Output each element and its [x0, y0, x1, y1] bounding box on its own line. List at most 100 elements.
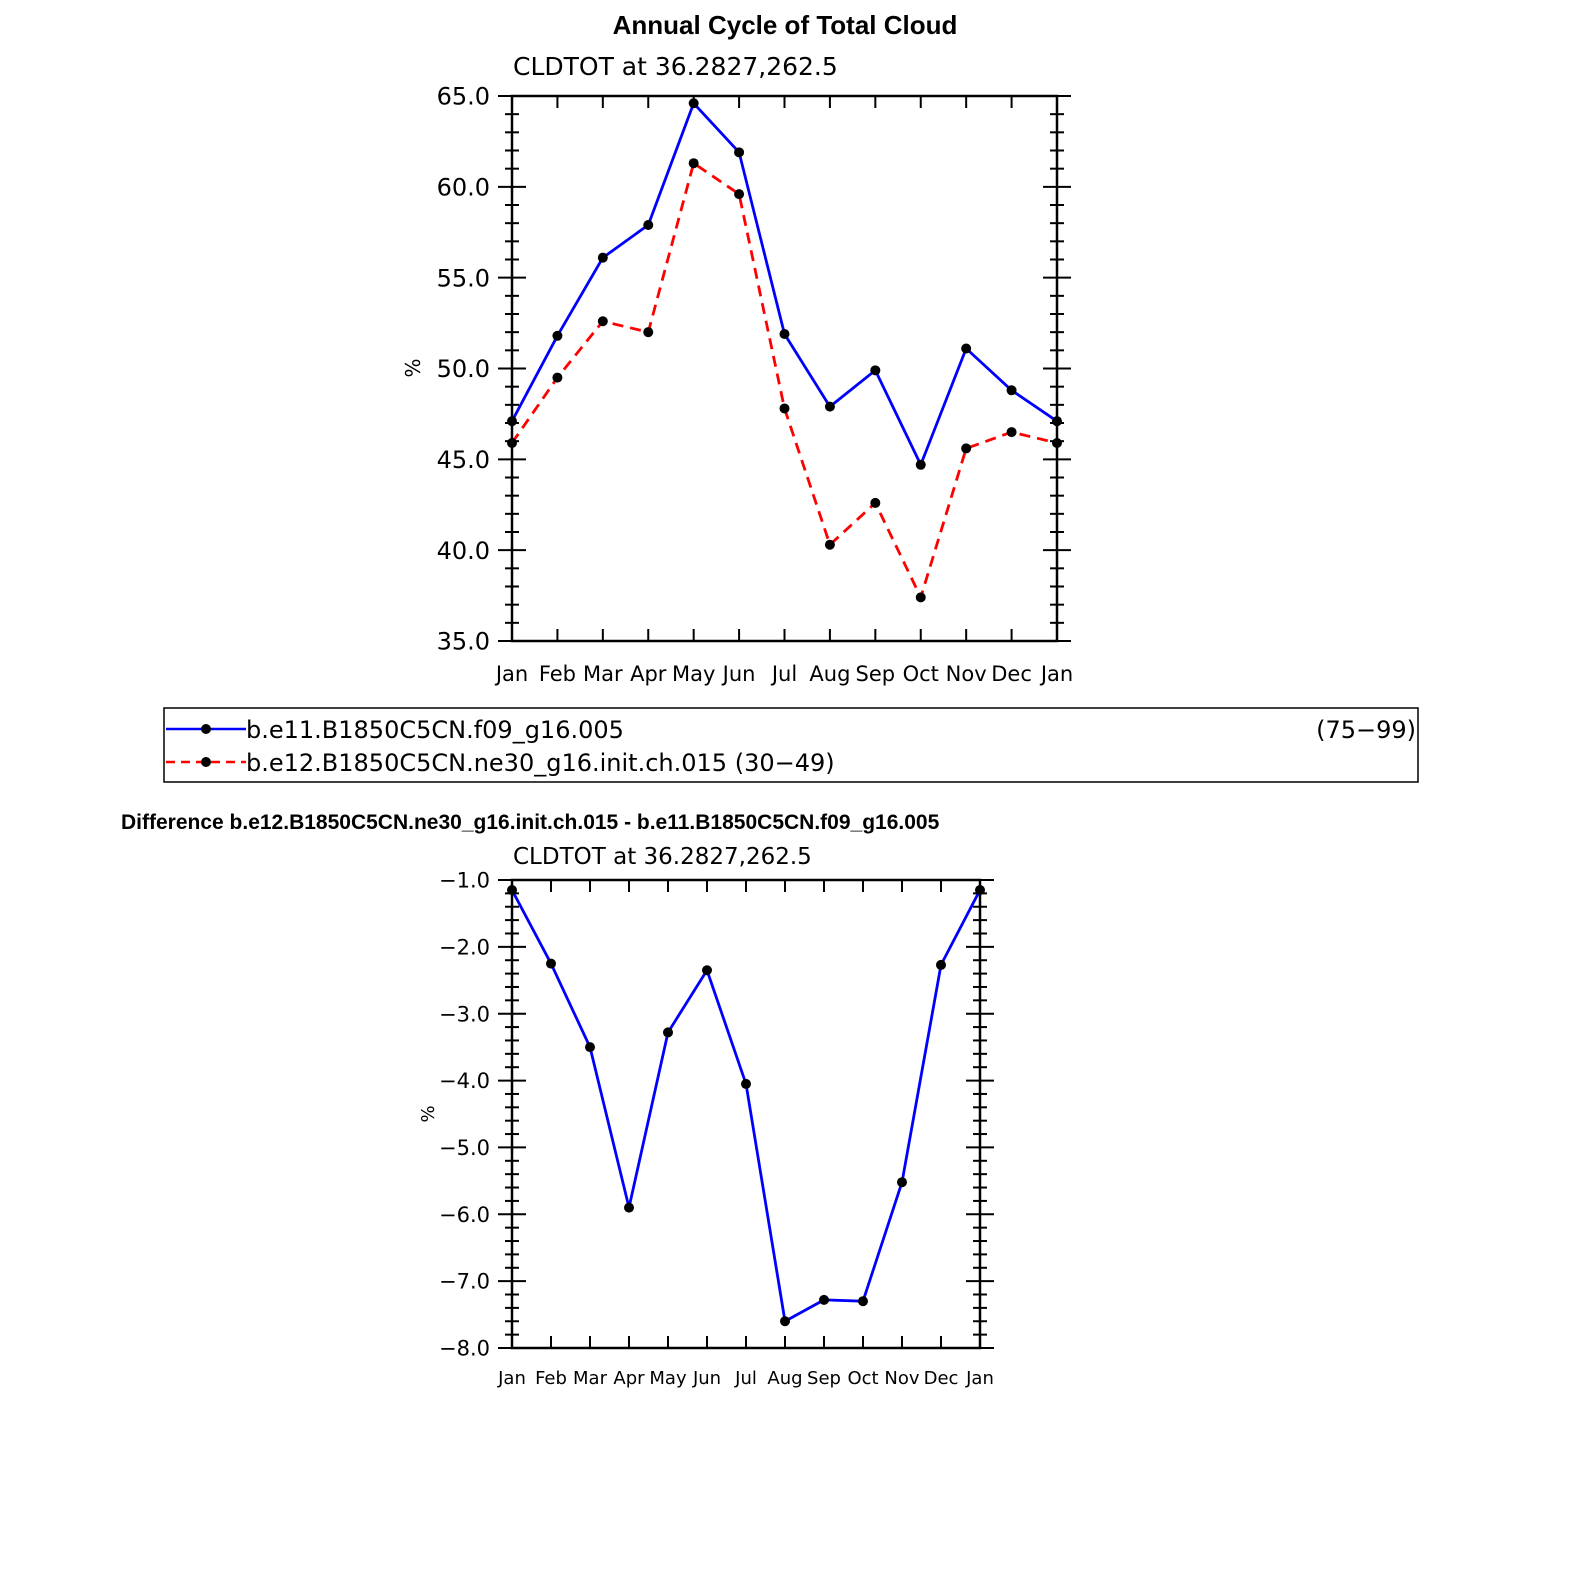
data-point-series-2 — [734, 189, 745, 200]
y-tick-label: 35.0 — [437, 628, 490, 656]
y-tick-label: −5.0 — [439, 1136, 490, 1160]
top-panel-ylabel: % — [401, 358, 425, 377]
x-tick-label: Aug — [767, 1368, 802, 1389]
data-point-series-1 — [936, 959, 946, 970]
difference-title: Difference b.e12.B1850C5CN.ne30_g16.init… — [121, 811, 940, 834]
data-point-series-1 — [702, 965, 712, 976]
legend-years-series1: (75−99) — [1316, 716, 1416, 744]
data-point-series-2 — [1006, 427, 1017, 438]
y-tick-label: 40.0 — [437, 537, 490, 565]
x-tick-label: Apr — [613, 1368, 645, 1389]
x-tick-label: Oct — [903, 662, 939, 686]
data-point-series-1 — [870, 365, 881, 376]
series-line-2 — [510, 161, 1058, 599]
x-tick-label: May — [649, 1368, 687, 1389]
y-tick-label: 65.0 — [437, 83, 490, 111]
x-tick-label: Feb — [539, 662, 576, 686]
bottom-panel-ylabel: % — [418, 1105, 439, 1122]
top-panel-ticks: Jan Feb Mar Apr May Jun Jul Aug Sep Oct Nov Dec Jan3… — [437, 83, 1074, 686]
x-tick-label: Dec — [924, 1368, 959, 1389]
data-point-series-2 — [779, 403, 790, 414]
top-panel-frame — [510, 94, 1059, 643]
data-point-series-2 — [961, 443, 972, 454]
data-point-series-2 — [597, 316, 608, 327]
data-point-series-1 — [961, 343, 972, 354]
top-panel-series — [510, 101, 1058, 599]
data-point-series-1 — [819, 1294, 829, 1305]
y-tick-label: −2.0 — [439, 935, 490, 959]
x-tick-label: Jan — [1039, 662, 1073, 686]
x-tick-label: Mar — [573, 1368, 608, 1389]
x-tick-label: Jan — [497, 1368, 526, 1389]
y-tick-label: 60.0 — [437, 173, 490, 201]
x-tick-label: Sep — [807, 1368, 841, 1389]
data-point-series-2 — [688, 158, 699, 169]
y-tick-label: −4.0 — [439, 1069, 490, 1093]
legend-marker-series2 — [201, 757, 211, 767]
legend: b.e11.B1850C5CN.f09_g16.005 (75−99) b.e1… — [163, 707, 1419, 783]
legend-label-series2: b.e12.B1850C5CN.ne30_g16.init.ch.015 (30… — [246, 749, 835, 777]
data-point-series-1 — [624, 1202, 634, 1213]
x-tick-label: Jul — [770, 662, 797, 686]
y-tick-label: 50.0 — [437, 355, 490, 383]
x-tick-label: Sep — [856, 662, 896, 686]
y-tick-label: −7.0 — [439, 1270, 490, 1294]
data-point-series-1 — [597, 252, 608, 263]
y-tick-label: 45.0 — [437, 446, 490, 474]
data-point-series-1 — [552, 330, 563, 341]
x-tick-label: May — [672, 662, 715, 686]
data-point-series-1 — [897, 1177, 907, 1188]
bottom-panel: CLDTOT at 36.2827,262.5 % Jan Feb Mar Apr Ma… — [418, 844, 994, 1389]
x-tick-label: Dec — [991, 662, 1032, 686]
y-tick-label: −1.0 — [439, 869, 490, 893]
data-point-series-1 — [779, 328, 790, 339]
x-tick-label: Feb — [535, 1368, 567, 1389]
data-point-series-1 — [858, 1296, 868, 1307]
x-tick-label: Aug — [809, 662, 850, 686]
x-tick-label: Mar — [583, 662, 623, 686]
legend-marker-series1 — [201, 724, 211, 734]
data-point-series-2 — [552, 372, 563, 383]
bottom-panel-subtitle: CLDTOT at 36.2827,262.5 — [513, 844, 812, 870]
data-point-series-1 — [663, 1027, 673, 1038]
bottom-panel-ticks: Jan Feb Mar Apr May Jun Jul Aug Sep Oct Nov Dec Jan−… — [439, 869, 994, 1389]
bottom-panel-markers — [507, 885, 985, 1327]
y-tick-label: −3.0 — [439, 1002, 490, 1026]
data-point-series-1 — [643, 219, 654, 230]
x-tick-label: Jan — [494, 662, 528, 686]
x-tick-label: Jan — [965, 1368, 994, 1389]
main-title: Annual Cycle of Total Cloud — [613, 10, 958, 40]
data-point-series-2 — [824, 539, 835, 550]
data-point-series-1 — [780, 1316, 790, 1327]
data-point-series-2 — [915, 592, 926, 603]
top-panel: CLDTOT at 36.2827,262.5 % Jan Feb Mar Apr Ma… — [401, 52, 1073, 686]
x-tick-label: Jun — [692, 1368, 721, 1389]
data-point-series-2 — [870, 497, 881, 508]
x-tick-label: Jun — [721, 662, 756, 686]
top-panel-subtitle: CLDTOT at 36.2827,262.5 — [513, 52, 838, 81]
data-point-series-1 — [1006, 385, 1017, 396]
bottom-panel-series — [510, 889, 982, 1323]
data-point-series-1 — [824, 401, 835, 412]
data-point-series-1 — [585, 1042, 595, 1053]
y-tick-label: 55.0 — [437, 264, 490, 292]
x-tick-label: Oct — [847, 1368, 878, 1389]
x-tick-label: Nov — [946, 662, 987, 686]
y-tick-label: −6.0 — [439, 1203, 490, 1227]
data-point-series-1 — [688, 98, 699, 109]
x-tick-label: Nov — [884, 1368, 919, 1389]
x-tick-label: Apr — [630, 662, 667, 686]
legend-box — [163, 707, 1419, 783]
x-tick-label: Jul — [734, 1368, 757, 1389]
data-point-series-1 — [915, 459, 926, 470]
y-tick-label: −8.0 — [439, 1337, 490, 1361]
series-line-1 — [510, 889, 982, 1323]
bottom-panel-frame — [510, 878, 982, 1350]
legend-label-series1: b.e11.B1850C5CN.f09_g16.005 — [246, 716, 624, 744]
top-panel-markers — [507, 98, 1062, 603]
data-point-series-1 — [734, 147, 745, 158]
data-point-series-1 — [546, 958, 556, 969]
data-point-series-2 — [643, 327, 654, 338]
data-point-series-1 — [741, 1078, 751, 1089]
